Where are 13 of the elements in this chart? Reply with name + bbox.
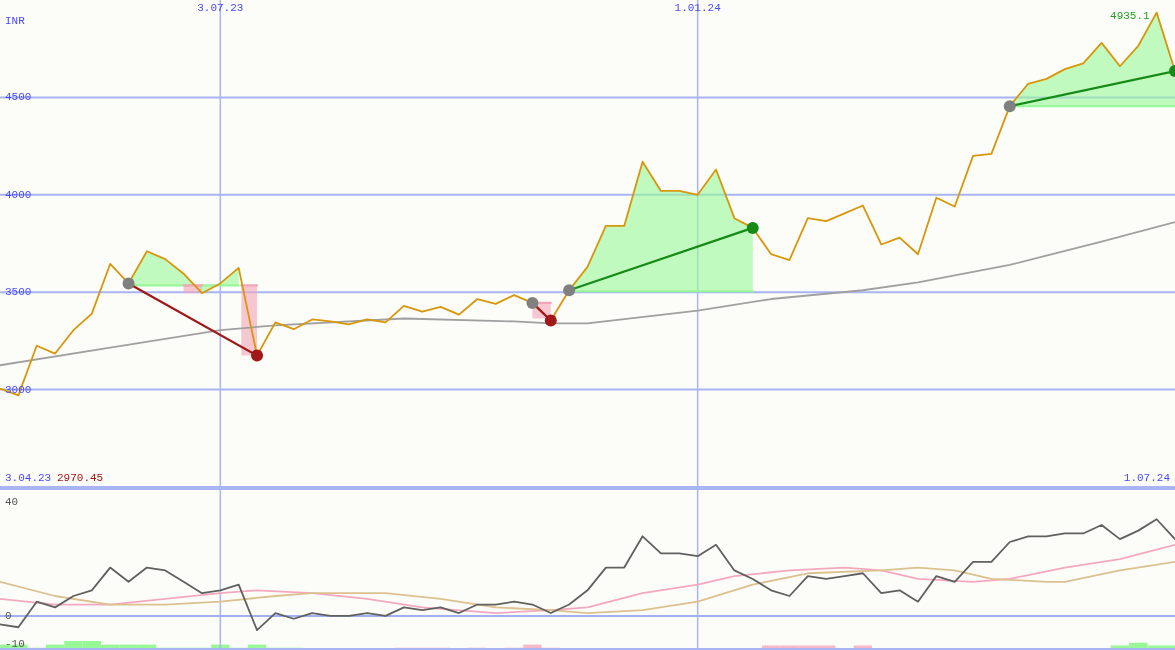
y-tick-label: -10 <box>5 638 25 650</box>
x-tick-label: 3.07.23 <box>197 2 244 14</box>
x-tick-label: 1.01.24 <box>674 2 722 14</box>
y-tick-label: 4000 <box>5 188 32 201</box>
annotation: 4935.1 <box>1110 9 1151 22</box>
annotation: 1.07.24 <box>1123 472 1171 484</box>
y-tick-label: 4500 <box>5 91 32 104</box>
y-axis-title: INR <box>5 15 26 27</box>
annotation: 3.04.23 <box>5 472 52 484</box>
y-tick-label: 40 <box>5 496 19 509</box>
y-tick-label: 3500 <box>5 286 32 299</box>
y-tick-label: 0 <box>5 609 12 622</box>
annotation: 2970.45 <box>57 472 104 484</box>
